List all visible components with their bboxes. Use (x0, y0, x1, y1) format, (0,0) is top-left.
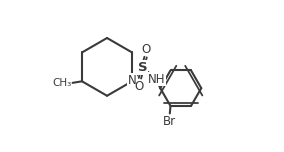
Text: O: O (135, 80, 144, 93)
Text: S: S (138, 61, 148, 74)
Text: O: O (141, 43, 150, 55)
Text: Br: Br (163, 115, 176, 128)
Text: NH: NH (148, 73, 165, 86)
Text: CH₃: CH₃ (53, 78, 72, 88)
Text: N: N (128, 74, 136, 87)
